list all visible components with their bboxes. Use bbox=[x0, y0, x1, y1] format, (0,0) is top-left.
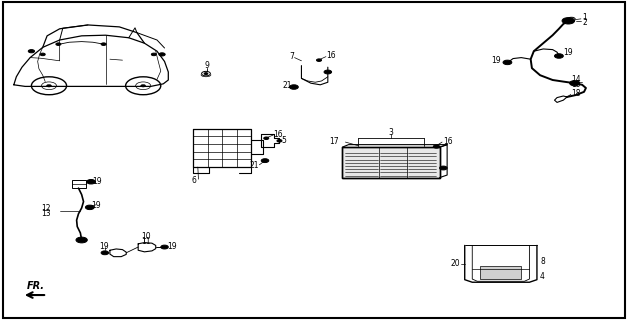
Text: 19: 19 bbox=[563, 48, 573, 57]
Text: 8: 8 bbox=[540, 257, 545, 266]
Circle shape bbox=[261, 159, 269, 163]
Circle shape bbox=[28, 50, 35, 53]
Circle shape bbox=[151, 53, 156, 56]
Circle shape bbox=[85, 205, 94, 210]
Circle shape bbox=[76, 237, 87, 243]
Text: 6: 6 bbox=[192, 176, 197, 185]
Text: 19: 19 bbox=[91, 201, 100, 210]
Circle shape bbox=[159, 53, 165, 56]
Circle shape bbox=[161, 245, 168, 249]
Text: 19: 19 bbox=[99, 242, 109, 251]
Text: 19: 19 bbox=[92, 177, 102, 186]
Text: 1: 1 bbox=[582, 13, 587, 22]
Circle shape bbox=[433, 145, 440, 148]
Circle shape bbox=[46, 84, 51, 87]
Text: 7: 7 bbox=[289, 52, 294, 61]
Text: 19: 19 bbox=[167, 242, 176, 251]
Circle shape bbox=[264, 137, 269, 140]
Circle shape bbox=[40, 53, 45, 56]
Text: 13: 13 bbox=[41, 209, 50, 218]
Circle shape bbox=[56, 43, 61, 45]
Circle shape bbox=[204, 73, 208, 75]
Circle shape bbox=[277, 140, 282, 142]
Text: 20: 20 bbox=[450, 259, 460, 268]
Text: 4: 4 bbox=[540, 272, 545, 281]
Text: 19: 19 bbox=[491, 56, 501, 65]
Bar bbox=[72, 180, 86, 188]
Text: 12: 12 bbox=[41, 204, 50, 213]
Circle shape bbox=[87, 180, 95, 184]
Bar bbox=[342, 147, 440, 178]
Text: 9: 9 bbox=[205, 61, 210, 70]
Text: 14: 14 bbox=[571, 76, 581, 84]
Circle shape bbox=[324, 70, 332, 74]
Text: 17: 17 bbox=[330, 137, 339, 146]
Text: 16: 16 bbox=[443, 137, 452, 146]
Text: 16: 16 bbox=[327, 52, 336, 60]
Text: 16: 16 bbox=[273, 130, 283, 139]
Circle shape bbox=[440, 166, 447, 170]
Bar bbox=[480, 266, 521, 279]
Bar bbox=[342, 147, 440, 178]
Circle shape bbox=[555, 54, 563, 58]
Circle shape bbox=[101, 43, 106, 45]
Circle shape bbox=[562, 18, 575, 24]
Text: 15: 15 bbox=[571, 80, 581, 89]
Text: 2: 2 bbox=[582, 18, 587, 27]
Circle shape bbox=[101, 251, 109, 255]
Text: 21: 21 bbox=[283, 81, 292, 90]
Text: 3: 3 bbox=[389, 128, 393, 137]
Circle shape bbox=[570, 81, 580, 86]
Circle shape bbox=[290, 85, 298, 89]
Text: 18: 18 bbox=[571, 89, 581, 98]
Text: 11: 11 bbox=[141, 237, 151, 246]
Text: 5: 5 bbox=[281, 136, 286, 145]
Text: 21: 21 bbox=[249, 161, 259, 170]
Text: FR.: FR. bbox=[27, 281, 45, 291]
Text: 10: 10 bbox=[141, 232, 151, 241]
Circle shape bbox=[317, 59, 322, 61]
Circle shape bbox=[141, 84, 146, 87]
Circle shape bbox=[503, 60, 512, 65]
